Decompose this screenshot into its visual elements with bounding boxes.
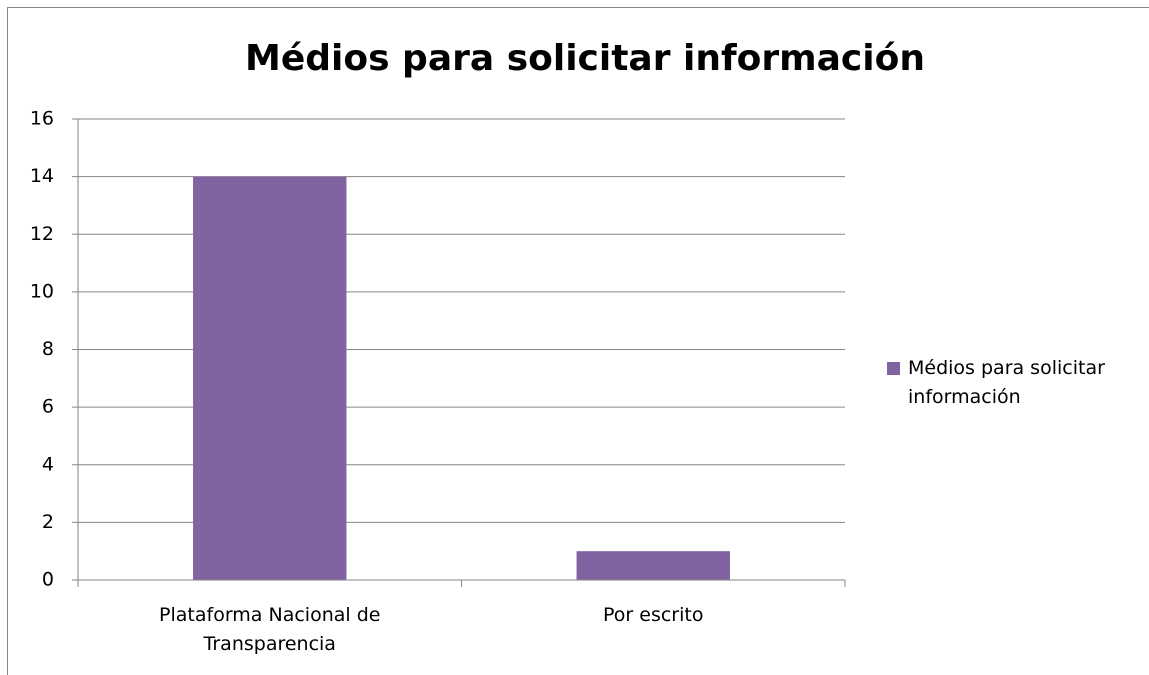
y-tick-label: 6 (42, 396, 54, 418)
y-tick-label: 0 (42, 569, 54, 591)
y-tick-label: 2 (42, 511, 54, 533)
chart-title: Médios para solicitar información (245, 38, 925, 79)
legend-label: Médios para solicitar información (908, 357, 1105, 408)
x-tick-label: Por escrito (603, 604, 704, 626)
y-tick-label: 10 (30, 280, 54, 302)
y-tick-label: 4 (42, 453, 54, 475)
y-tick-label: 14 (30, 165, 54, 187)
legend-swatch (887, 362, 900, 375)
y-tick-label: 12 (30, 223, 54, 245)
y-tick-label: 8 (42, 338, 54, 360)
bar (193, 176, 347, 580)
bar (576, 551, 730, 580)
x-tick-label: Plataforma Nacional de Transparencia (159, 604, 381, 655)
y-tick-label: 16 (30, 108, 54, 130)
